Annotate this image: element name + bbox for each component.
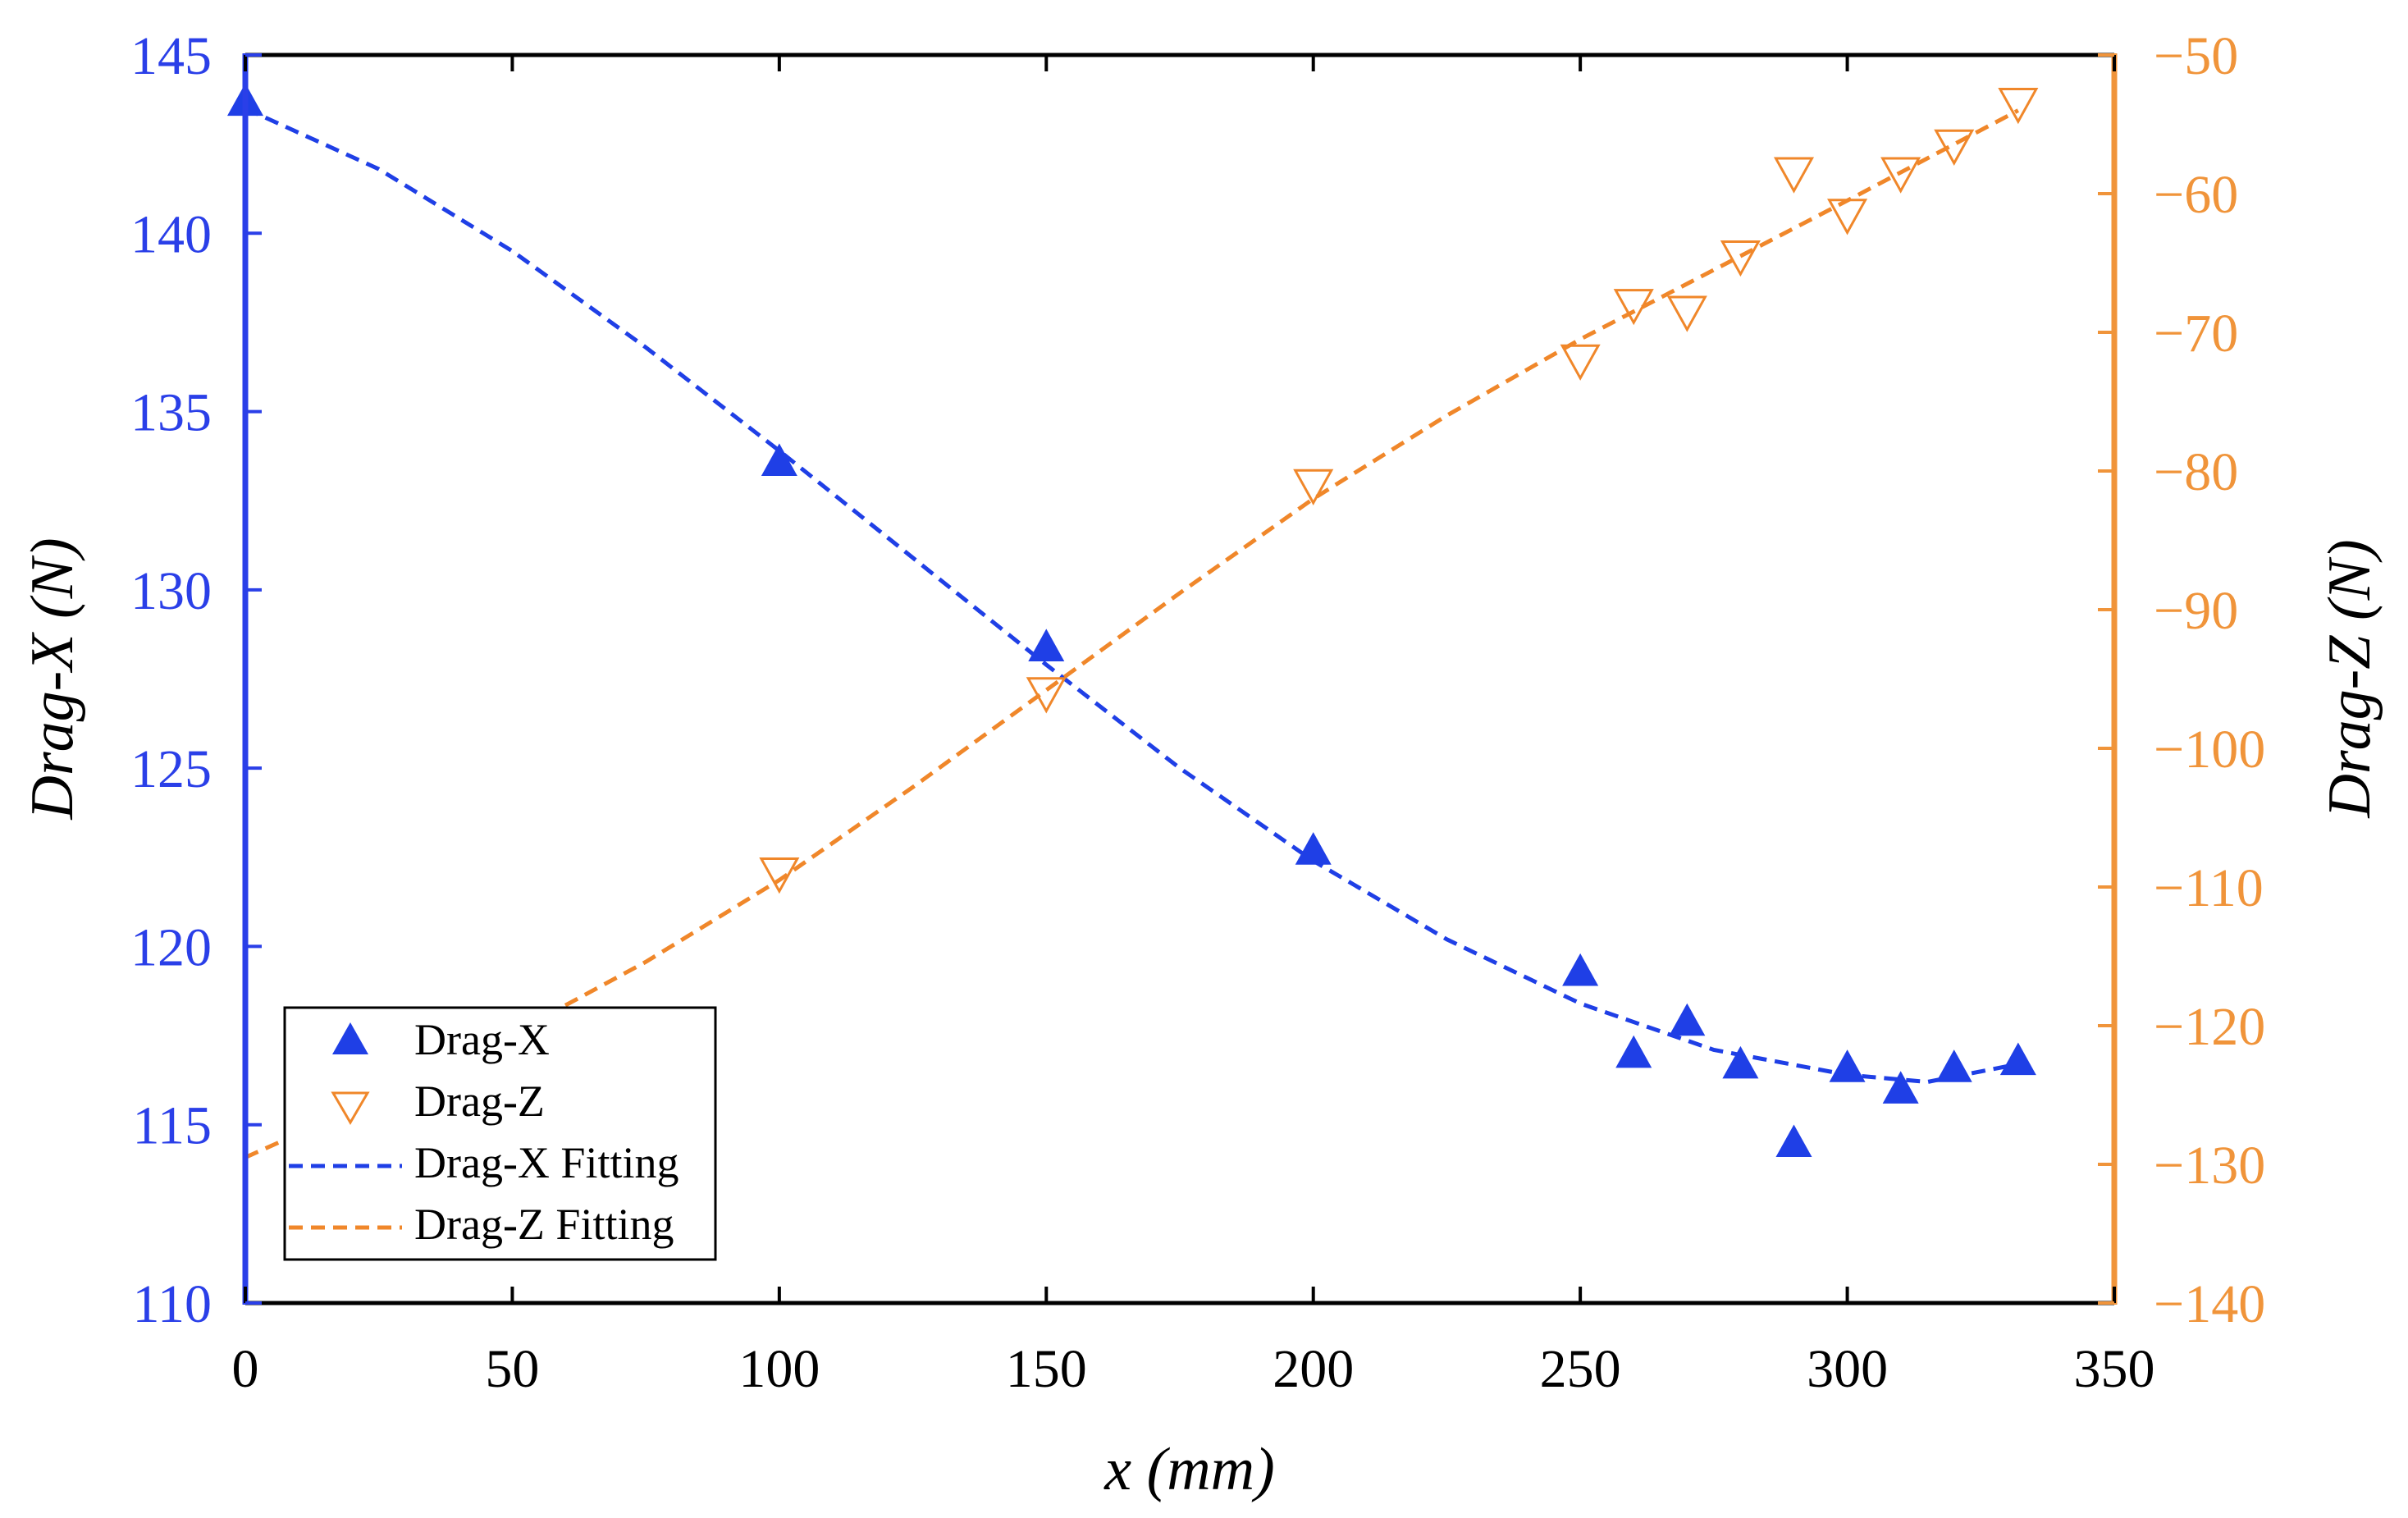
legend-label-drag-x: Drag-X [414, 1015, 550, 1064]
legend-label-drag-x-fitting: Drag-X Fitting [414, 1138, 679, 1187]
data-markers [227, 83, 2039, 1158]
y-left-axis-title: Drag-X (N) [19, 537, 86, 820]
y-right-tick-label: −100 [2154, 720, 2265, 780]
x-tick-label: 50 [485, 1339, 539, 1399]
y-right-tick-label: −50 [2154, 26, 2238, 86]
x-tick-label: 200 [1273, 1339, 1354, 1399]
fitting-lines [244, 106, 2020, 1159]
axis-ticks [244, 53, 2116, 1305]
y-right-tick-label: −130 [2154, 1136, 2265, 1196]
drag-x-point [1028, 629, 1065, 661]
drag-z-point [1880, 157, 1921, 194]
y-right-tick-label: −90 [2154, 581, 2238, 641]
drag-z-point [1026, 677, 1067, 714]
drag-x-point [1935, 1049, 1972, 1082]
drag-z-point [1998, 88, 2039, 125]
y-left-tick-label: 130 [130, 561, 212, 621]
y-left-tick-label: 115 [132, 1096, 212, 1156]
legend: Drag-X Drag-Z Drag-X Fitting Drag-Z Fitt… [283, 1006, 717, 1261]
drag-x-point [761, 443, 797, 477]
drag-z-point [1720, 240, 1761, 277]
y-right-tick-label: −140 [2154, 1274, 2265, 1334]
legend-label-drag-z: Drag-Z [414, 1077, 545, 1126]
drag-x-fitting-line [244, 106, 2019, 1085]
y-left-tick-label: 110 [132, 1274, 212, 1334]
y-right-tick-label: −120 [2154, 997, 2265, 1057]
drag-x-point [1775, 1124, 1812, 1158]
y-right-tick-label: −70 [2154, 304, 2238, 363]
drag-x-point [1722, 1045, 1759, 1079]
y-left-tick-label: 145 [130, 26, 212, 86]
y-right-tick-label: −80 [2154, 442, 2238, 502]
x-tick-label: 250 [1540, 1339, 1621, 1399]
drag-z-point [1934, 129, 1975, 166]
drag-x-point [1882, 1071, 1919, 1104]
x-tick-label: 350 [2074, 1339, 2155, 1399]
y-left-tick-label: 125 [130, 739, 212, 799]
drag-x-point [1295, 832, 1332, 865]
legend-marker-drag-x [332, 1022, 368, 1054]
tick-labels: 0 50 100 150 200 250 300 350 110 115 120 125 130 135 1… [130, 26, 2265, 1399]
drag-x-point [1999, 1042, 2036, 1076]
drag-z-point [1666, 295, 1707, 332]
drag-z-point [759, 857, 800, 894]
y-left-tick-label: 135 [130, 383, 212, 443]
drag-z-point [1827, 199, 1868, 235]
y-right-tick-label: −60 [2154, 165, 2238, 225]
drag-z-point [1293, 469, 1334, 505]
x-tick-label: 150 [1006, 1339, 1087, 1399]
drag-z-point [1613, 289, 1654, 326]
y-left-tick-label: 140 [130, 204, 212, 264]
drag-z-point [1773, 157, 1815, 194]
y-left-tick-label: 120 [130, 917, 212, 977]
x-tick-label: 100 [738, 1339, 820, 1399]
x-tick-label: 300 [1807, 1339, 1888, 1399]
drag-x-point [1562, 953, 1599, 986]
drag-z-point [1560, 344, 1601, 381]
drag-x-point [1829, 1049, 1866, 1082]
drag-x-point [1615, 1035, 1652, 1068]
drag-x-point [1669, 1003, 1706, 1036]
legend-label-drag-z-fitting: Drag-Z Fitting [414, 1200, 674, 1249]
drag-z-fitting-line [244, 108, 2020, 1159]
legend-marker-drag-z [331, 1091, 370, 1125]
x-axis-title: x (mm) [1103, 1436, 1275, 1503]
x-tick-label: 0 [232, 1339, 259, 1399]
y-right-axis-title: Drag-Z (N) [2316, 539, 2383, 818]
y-right-tick-label: −110 [2154, 858, 2264, 918]
